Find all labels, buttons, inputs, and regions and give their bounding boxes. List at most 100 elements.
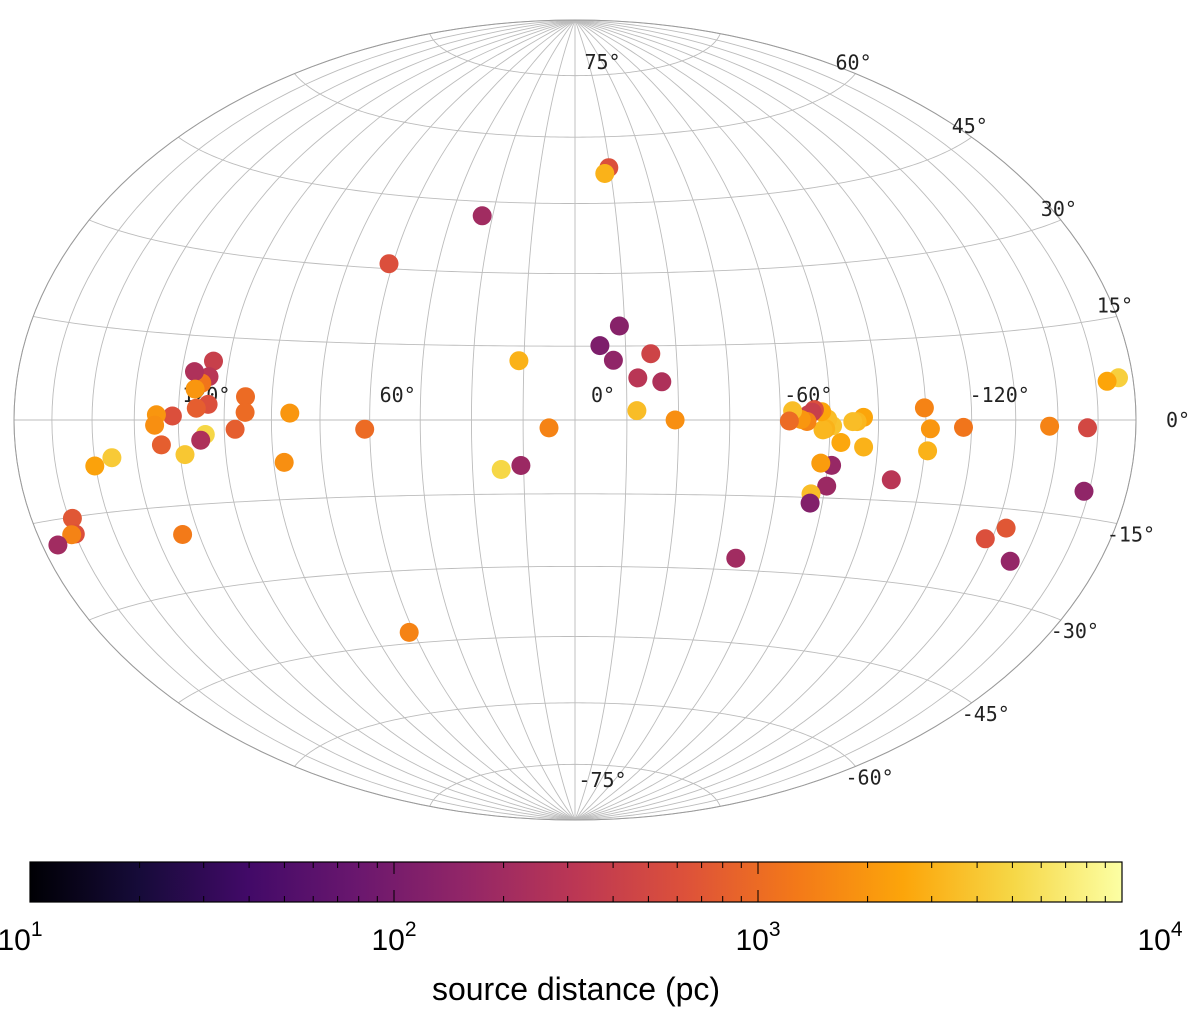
source-point [854, 437, 874, 457]
source-point [590, 336, 610, 356]
source-point [151, 435, 171, 455]
source-point [85, 456, 105, 476]
parallel-line [429, 763, 721, 807]
parallel-line [33, 316, 1117, 347]
source-point [1040, 416, 1060, 436]
colorbar-tick-label: 104 [1137, 918, 1182, 957]
source-point [185, 379, 205, 399]
map-boundary [13, 19, 1137, 821]
source-point [145, 415, 165, 435]
colorbar: 101 102 103 104 source distance (pc) [0, 861, 1183, 1007]
source-point [162, 406, 182, 426]
source-point [813, 420, 833, 440]
tick-exponent: 3 [769, 918, 781, 941]
colorbar-tick-label: 103 [735, 918, 780, 957]
graticule [13, 19, 1137, 821]
parallel-line [178, 636, 972, 704]
scatter-points [48, 158, 1128, 642]
parallel-line [294, 702, 856, 767]
source-point [914, 398, 934, 418]
source-point [996, 518, 1016, 538]
latitude-tick-labels: 75° 60° 45° 30° 15° 0° -15° -30° -45° -60° -75° [578, 50, 1190, 792]
source-point [399, 622, 419, 642]
source-point [102, 448, 122, 468]
tick-base: 10 [735, 924, 768, 957]
source-point [186, 398, 206, 418]
source-point [236, 387, 255, 407]
source-point [355, 419, 375, 439]
lat-tick-label: 30° [1041, 197, 1077, 221]
parallel-line [33, 493, 1117, 524]
tick-exponent: 1 [31, 918, 43, 941]
parallel-line [429, 33, 721, 77]
parallel-line [88, 219, 1062, 275]
lat-tick-label: -15° [1107, 523, 1155, 547]
tick-base: 10 [1137, 924, 1170, 957]
source-point [726, 548, 746, 568]
source-point [280, 403, 300, 423]
source-point [641, 344, 661, 364]
source-point [831, 433, 851, 452]
tick-base: 10 [371, 924, 404, 957]
colorbar-tick-label: 102 [371, 918, 416, 957]
source-point [379, 254, 399, 274]
source-point [918, 441, 938, 461]
source-point [1000, 551, 1020, 571]
source-point [491, 460, 511, 479]
source-point [48, 535, 68, 555]
source-point [627, 401, 647, 421]
lat-tick-label: 45° [952, 114, 988, 138]
source-point [173, 525, 193, 544]
source-point [881, 470, 901, 490]
lat-tick-label: -60° [846, 765, 894, 789]
lon-tick-label: 60° [380, 383, 416, 407]
lat-tick-label: 15° [1097, 294, 1133, 318]
lon-tick-label: -120° [970, 383, 1030, 407]
source-point [800, 493, 820, 513]
source-point [274, 452, 294, 472]
lon-tick-label: 0° [591, 383, 615, 407]
source-point [175, 445, 195, 465]
lat-tick-label: -75° [578, 768, 626, 792]
lat-tick-label: 75° [584, 50, 620, 74]
source-point [954, 417, 973, 437]
source-point [509, 351, 529, 371]
source-point [920, 419, 940, 439]
source-point [62, 508, 82, 528]
source-point [204, 351, 223, 371]
lat-tick-label: 60° [836, 51, 872, 75]
source-point [779, 411, 799, 431]
colorbar-ticks [29, 862, 1106, 902]
source-point [652, 372, 672, 392]
source-point [225, 419, 245, 439]
source-point [843, 412, 863, 432]
source-point [609, 316, 629, 336]
colorbar-label: source distance (pc) [432, 971, 720, 1007]
tick-exponent: 2 [405, 918, 417, 941]
source-point [975, 529, 995, 549]
source-point [1074, 481, 1094, 501]
source-point [1078, 418, 1097, 438]
source-point [595, 164, 615, 183]
parallel-line [294, 73, 856, 138]
source-point [628, 368, 648, 388]
source-point [811, 453, 831, 473]
parallel-line [88, 565, 1062, 621]
source-point [511, 456, 531, 475]
source-point [62, 525, 82, 545]
source-point [665, 410, 685, 430]
source-point [603, 350, 623, 370]
tick-base: 10 [0, 924, 31, 957]
source-point [191, 430, 211, 450]
parallel-line [178, 136, 972, 204]
lat-tick-label: 0° [1166, 408, 1190, 432]
source-point [539, 418, 559, 438]
colorbar-tick-label: 101 [0, 918, 43, 957]
colorbar-gradient [29, 861, 1123, 903]
source-point [472, 206, 492, 226]
colorbar-tick-labels: 101 102 103 104 [0, 918, 1183, 957]
source-point [185, 362, 204, 382]
lat-tick-label: -30° [1051, 619, 1099, 643]
lat-tick-label: -45° [962, 702, 1010, 726]
